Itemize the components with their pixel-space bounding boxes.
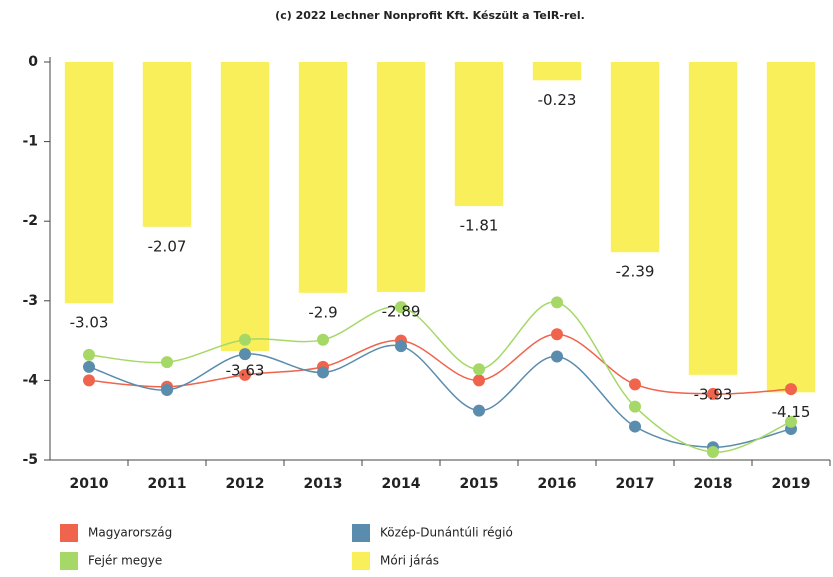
- x-tick-label: 2011: [148, 476, 187, 492]
- marker: [161, 356, 173, 369]
- bar: [610, 62, 660, 253]
- x-tick-label: 2019: [772, 476, 811, 492]
- value-label: -3.63: [226, 361, 265, 379]
- x-tick-label: 2016: [538, 476, 577, 492]
- value-label: -3.03: [70, 314, 109, 332]
- value-label: -3.93: [694, 385, 733, 403]
- y-tick-label: -4: [22, 372, 38, 388]
- value-label: -2.9: [308, 303, 337, 321]
- marker: [239, 348, 251, 361]
- marker: [395, 340, 407, 353]
- x-tick-label: 2012: [226, 476, 265, 492]
- marker: [83, 348, 95, 361]
- bar: [64, 62, 114, 304]
- legend-label: Közép-Dunántúli régió: [380, 526, 513, 540]
- x-tick-label: 2017: [616, 476, 655, 492]
- marker: [473, 404, 485, 417]
- bar: [532, 62, 582, 81]
- legend-label: Magyarország: [88, 526, 172, 540]
- line: [88, 301, 792, 453]
- x-tick-label: 2015: [460, 476, 499, 492]
- marker: [785, 383, 797, 396]
- marker: [551, 296, 563, 309]
- legend-swatch: [352, 524, 370, 542]
- bar: [688, 62, 738, 375]
- value-label: -2.89: [382, 303, 421, 321]
- line: [88, 344, 792, 449]
- marker: [239, 368, 251, 381]
- marker: [317, 366, 329, 379]
- legend-swatch: [60, 524, 78, 542]
- marker: [473, 374, 485, 387]
- x-tick-label: 2013: [304, 476, 343, 492]
- bar: [454, 62, 504, 207]
- x-tick-label: 2010: [70, 476, 109, 492]
- y-tick-label: -5: [22, 452, 38, 468]
- marker: [707, 446, 719, 459]
- marker: [629, 378, 641, 391]
- value-label: -2.07: [148, 237, 187, 255]
- marker: [83, 360, 95, 373]
- marker: [83, 374, 95, 387]
- marker: [551, 350, 563, 363]
- marker: [317, 333, 329, 346]
- y-tick-label: -3: [22, 293, 38, 309]
- legend-label: Móri járás: [380, 554, 439, 568]
- legend-swatch: [352, 552, 370, 570]
- marker: [629, 400, 641, 413]
- bar: [220, 62, 270, 351]
- x-tick-label: 2014: [382, 476, 421, 492]
- marker: [395, 301, 407, 314]
- x-tick-label: 2018: [694, 476, 733, 492]
- marker: [707, 387, 719, 400]
- bar: [766, 62, 816, 393]
- value-label: -2.39: [616, 263, 655, 281]
- value-label: -0.23: [538, 91, 577, 109]
- marker: [161, 383, 173, 396]
- marker: [551, 328, 563, 341]
- marker: [785, 415, 797, 428]
- y-tick-label: -1: [22, 134, 38, 150]
- value-label: -4.15: [772, 403, 811, 421]
- bar: [376, 62, 426, 293]
- y-tick-label: -2: [22, 213, 38, 229]
- bar: [142, 62, 192, 227]
- chart-title: (c) 2022 Lechner Nonprofit Kft. Készült …: [275, 9, 585, 22]
- marker: [629, 420, 641, 433]
- line: [88, 333, 792, 395]
- marker: [473, 363, 485, 376]
- marker: [239, 333, 251, 346]
- value-label: -1.81: [460, 217, 499, 235]
- legend-swatch: [60, 552, 78, 570]
- y-tick-label: 0: [28, 54, 38, 70]
- bar: [298, 62, 348, 293]
- legend-label: Fejér megye: [88, 554, 162, 568]
